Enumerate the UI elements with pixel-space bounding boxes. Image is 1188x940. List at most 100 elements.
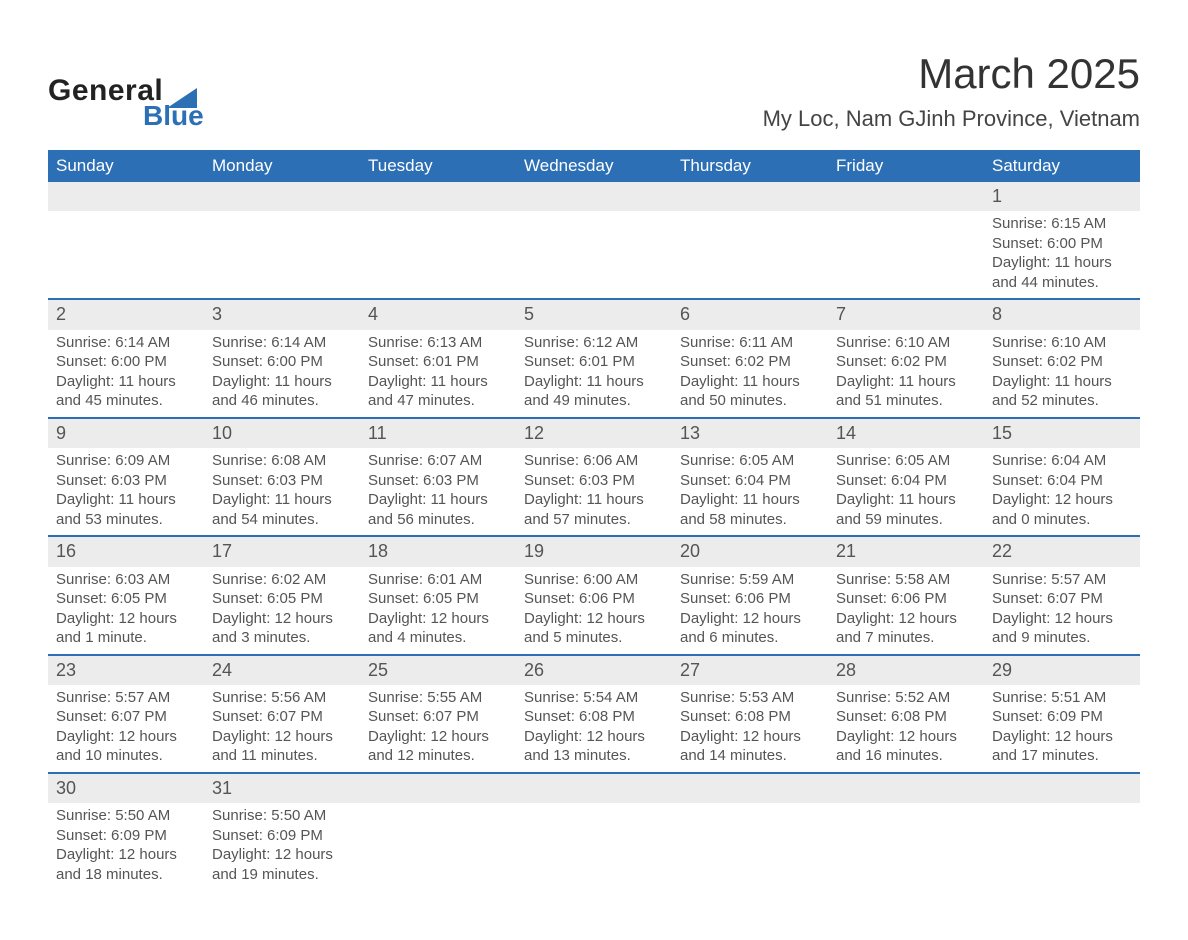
day-detail-cell: Sunrise: 6:11 AMSunset: 6:02 PMDaylight:… (672, 330, 828, 418)
day-detail-cell: Sunrise: 6:02 AMSunset: 6:05 PMDaylight:… (204, 567, 360, 655)
day-number-cell: 27 (672, 655, 828, 685)
daylight-line: Daylight: 11 hours and 54 minutes. (212, 490, 352, 529)
sunset-line: Sunset: 6:04 PM (992, 471, 1132, 491)
day-detail-cell: Sunrise: 6:01 AMSunset: 6:05 PMDaylight:… (360, 567, 516, 655)
sunrise-line: Sunrise: 6:02 AM (212, 570, 352, 590)
sunset-line: Sunset: 6:03 PM (212, 471, 352, 491)
day-number-row: 16171819202122 (48, 536, 1140, 566)
day-detail-cell (360, 211, 516, 299)
weekday-header: Friday (828, 150, 984, 182)
day-number-cell: 14 (828, 418, 984, 448)
day-number-cell: 18 (360, 536, 516, 566)
daylight-line: Daylight: 12 hours and 1 minute. (56, 609, 196, 648)
daylight-line: Daylight: 11 hours and 47 minutes. (368, 372, 508, 411)
calendar-table: SundayMondayTuesdayWednesdayThursdayFrid… (48, 150, 1140, 890)
sunset-line: Sunset: 6:09 PM (992, 707, 1132, 727)
sunrise-line: Sunrise: 6:04 AM (992, 451, 1132, 471)
daylight-line: Daylight: 12 hours and 4 minutes. (368, 609, 508, 648)
sunset-line: Sunset: 6:09 PM (212, 826, 352, 846)
sunrise-line: Sunrise: 6:14 AM (56, 333, 196, 353)
sunset-line: Sunset: 6:04 PM (680, 471, 820, 491)
day-number-cell: 10 (204, 418, 360, 448)
sunset-line: Sunset: 6:07 PM (368, 707, 508, 727)
sunset-line: Sunset: 6:06 PM (680, 589, 820, 609)
daylight-line: Daylight: 12 hours and 6 minutes. (680, 609, 820, 648)
daylight-line: Daylight: 11 hours and 52 minutes. (992, 372, 1132, 411)
day-number-cell: 22 (984, 536, 1140, 566)
daylight-line: Daylight: 11 hours and 56 minutes. (368, 490, 508, 529)
daylight-line: Daylight: 12 hours and 11 minutes. (212, 727, 352, 766)
day-detail-cell: Sunrise: 5:59 AMSunset: 6:06 PMDaylight:… (672, 567, 828, 655)
day-number-cell (672, 182, 828, 211)
day-number-cell (48, 182, 204, 211)
month-title: March 2025 (763, 50, 1140, 98)
day-detail-cell (48, 211, 204, 299)
sunset-line: Sunset: 6:06 PM (836, 589, 976, 609)
day-detail-cell (360, 803, 516, 890)
day-detail-row: Sunrise: 6:09 AMSunset: 6:03 PMDaylight:… (48, 448, 1140, 536)
day-detail-cell: Sunrise: 5:50 AMSunset: 6:09 PMDaylight:… (48, 803, 204, 890)
daylight-line: Daylight: 12 hours and 5 minutes. (524, 609, 664, 648)
sunset-line: Sunset: 6:05 PM (212, 589, 352, 609)
day-number-cell: 30 (48, 773, 204, 803)
sunrise-line: Sunrise: 6:07 AM (368, 451, 508, 471)
day-detail-cell: Sunrise: 5:51 AMSunset: 6:09 PMDaylight:… (984, 685, 1140, 773)
day-number-cell: 8 (984, 299, 1140, 329)
sunrise-line: Sunrise: 5:58 AM (836, 570, 976, 590)
sunrise-line: Sunrise: 5:50 AM (212, 806, 352, 826)
day-detail-cell: Sunrise: 5:52 AMSunset: 6:08 PMDaylight:… (828, 685, 984, 773)
day-number-cell: 12 (516, 418, 672, 448)
day-number-cell: 20 (672, 536, 828, 566)
day-number-cell: 7 (828, 299, 984, 329)
sunset-line: Sunset: 6:00 PM (212, 352, 352, 372)
sunrise-line: Sunrise: 6:01 AM (368, 570, 508, 590)
day-number-cell: 11 (360, 418, 516, 448)
day-number-cell (516, 182, 672, 211)
daylight-line: Daylight: 11 hours and 50 minutes. (680, 372, 820, 411)
sunrise-line: Sunrise: 5:57 AM (56, 688, 196, 708)
day-number-cell (360, 773, 516, 803)
sunset-line: Sunset: 6:06 PM (524, 589, 664, 609)
day-detail-row: Sunrise: 6:03 AMSunset: 6:05 PMDaylight:… (48, 567, 1140, 655)
day-detail-cell: Sunrise: 6:13 AMSunset: 6:01 PMDaylight:… (360, 330, 516, 418)
day-detail-cell: Sunrise: 6:14 AMSunset: 6:00 PMDaylight:… (48, 330, 204, 418)
day-detail-cell: Sunrise: 5:53 AMSunset: 6:08 PMDaylight:… (672, 685, 828, 773)
sunset-line: Sunset: 6:04 PM (836, 471, 976, 491)
day-number-row: 9101112131415 (48, 418, 1140, 448)
sunset-line: Sunset: 6:03 PM (524, 471, 664, 491)
daylight-line: Daylight: 12 hours and 14 minutes. (680, 727, 820, 766)
day-detail-row: Sunrise: 6:14 AM Sunset: 6:00 PM Daylight:… (48, 330, 1140, 418)
weekday-header: Sunday (48, 150, 204, 182)
day-detail-cell: Sunrise: 6:05 AMSunset: 6:04 PMDaylight:… (828, 448, 984, 536)
daylight-line: Daylight: 12 hours and 12 minutes. (368, 727, 508, 766)
sunset-line: Sunset: 6:07 PM (56, 707, 196, 727)
sunrise-line: Sunrise: 6:13 AM (368, 333, 508, 353)
location-subtitle: My Loc, Nam GJinh Province, Vietnam (763, 106, 1140, 132)
day-detail-cell (672, 803, 828, 890)
brand-logo: General Blue (48, 74, 204, 132)
day-number-cell: 26 (516, 655, 672, 685)
sunrise-line: Sunrise: 6:08 AM (212, 451, 352, 471)
day-number-row: 2345678 (48, 299, 1140, 329)
daylight-line: Daylight: 12 hours and 0 minutes. (992, 490, 1132, 529)
daylight-line: Daylight: 12 hours and 9 minutes. (992, 609, 1132, 648)
day-detail-cell: Sunrise: 5:50 AMSunset: 6:09 PMDaylight:… (204, 803, 360, 890)
day-number-cell: 15 (984, 418, 1140, 448)
day-number-cell: 5 (516, 299, 672, 329)
daylight-line: Daylight: 12 hours and 3 minutes. (212, 609, 352, 648)
day-detail-cell: Sunrise: 6:08 AMSunset: 6:03 PMDaylight:… (204, 448, 360, 536)
day-number-cell: 24 (204, 655, 360, 685)
day-number-cell: 21 (828, 536, 984, 566)
day-number-row: 3031 (48, 773, 1140, 803)
day-number-cell: 9 (48, 418, 204, 448)
sunrise-line: Sunrise: 5:55 AM (368, 688, 508, 708)
weekday-header: Wednesday (516, 150, 672, 182)
sunset-line: Sunset: 6:05 PM (368, 589, 508, 609)
day-detail-row: Sunrise: 5:57 AMSunset: 6:07 PMDaylight:… (48, 685, 1140, 773)
day-number-cell: 31 (204, 773, 360, 803)
day-detail-cell: Sunrise: 6:05 AMSunset: 6:04 PMDaylight:… (672, 448, 828, 536)
sunset-line: Sunset: 6:03 PM (56, 471, 196, 491)
day-detail-cell: Sunrise: 5:57 AMSunset: 6:07 PMDaylight:… (984, 567, 1140, 655)
day-number-cell (204, 182, 360, 211)
day-detail-cell (204, 211, 360, 299)
